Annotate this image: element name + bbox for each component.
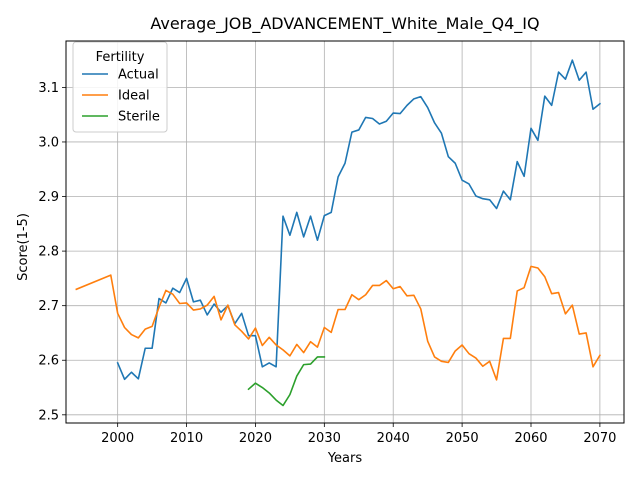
legend-label-sterile: Sterile bbox=[118, 110, 160, 125]
y-tick-label: 2.6 bbox=[38, 354, 59, 369]
legend-entries: Actual Ideal Sterile bbox=[82, 68, 160, 125]
x-tick-label: 2060 bbox=[514, 431, 547, 446]
series-line-sterile bbox=[247, 356, 326, 407]
x-tick-label: 2010 bbox=[170, 431, 203, 446]
x-tick-label: 2050 bbox=[446, 431, 479, 446]
y-tick-label: 2.8 bbox=[38, 245, 59, 260]
legend-title: Fertility bbox=[96, 50, 145, 65]
y-tick-label: 2.9 bbox=[38, 190, 59, 205]
series-line-actual bbox=[116, 59, 602, 381]
legend-box bbox=[72, 41, 168, 133]
series-line-ideal bbox=[75, 265, 601, 381]
legend: Fertility Actual Ideal Sterile bbox=[72, 41, 168, 133]
x-axis-label: Years bbox=[327, 451, 363, 466]
y-axis-label: Score(1-5) bbox=[16, 213, 31, 281]
y-tick-label: 2.7 bbox=[38, 299, 59, 314]
x-tick-label: 2070 bbox=[583, 431, 616, 446]
legend-label-ideal: Ideal bbox=[118, 89, 150, 104]
y-tick-label: 2.5 bbox=[38, 408, 59, 423]
axis-ticks: 2000 2010 2020 2030 2040 2050 2060 2070 2.5 2.6 2.… bbox=[38, 81, 616, 446]
x-tick-label: 2000 bbox=[101, 431, 134, 446]
x-tick-label: 2040 bbox=[377, 431, 410, 446]
x-tick-label: 2020 bbox=[239, 431, 272, 446]
y-tick-label: 3.0 bbox=[38, 135, 59, 150]
chart-title: Average_JOB_ADVANCEMENT_White_Male_Q4_IQ bbox=[150, 14, 539, 34]
plot-frame bbox=[65, 40, 625, 424]
y-tick-label: 3.1 bbox=[38, 81, 59, 96]
series-lines bbox=[75, 59, 602, 407]
x-tick-label: 2030 bbox=[308, 431, 341, 446]
legend-label-actual: Actual bbox=[118, 68, 159, 83]
